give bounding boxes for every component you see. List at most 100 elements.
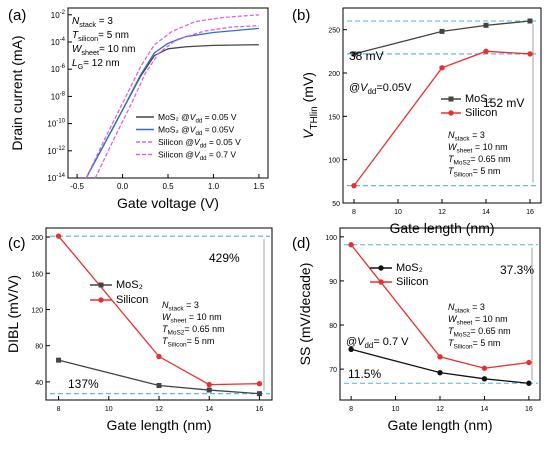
- data-point: [437, 369, 443, 376]
- data-point: [351, 51, 357, 57]
- series-line-1: [353, 50, 531, 187]
- x-tick-label: 10: [392, 406, 400, 413]
- legend-marker: [448, 96, 454, 102]
- panel-3: (d) 8 10 12 14 16 70 80 90 100 Gate length (nm) SS …: [292, 227, 541, 433]
- y-tick-label: 100: [325, 235, 337, 242]
- param-annotation: Wsheet = 10 nm: [448, 142, 508, 155]
- param-annotation: LG= 12 nm: [72, 58, 120, 71]
- x-tick-label: 16: [526, 209, 534, 216]
- series-line-1: [350, 244, 529, 369]
- series-line-2: [94, 25, 259, 179]
- y-tick-label: 80: [329, 323, 337, 330]
- y-axis-label: Drain current (mA): [9, 35, 25, 150]
- delta-mos2: 137%: [68, 377, 99, 391]
- x-tick-label: 12: [438, 209, 446, 216]
- x-tick-label: 1.5: [253, 182, 265, 191]
- y-tick-label: 50: [332, 201, 340, 208]
- data-point: [483, 22, 489, 28]
- data-point: [439, 65, 445, 71]
- x-tick-label: 8: [57, 406, 61, 413]
- legend-marker: [378, 279, 384, 285]
- x-tick-label: 14: [481, 406, 489, 413]
- x-axis-label: Gate voltage (V): [117, 195, 219, 211]
- x-tick-label: 12: [155, 406, 163, 413]
- y-tick-label: 200: [328, 71, 340, 78]
- x-tick-label: 8: [352, 209, 356, 216]
- y-tick-label: 10-10: [47, 119, 65, 129]
- data-point: [156, 383, 162, 389]
- delta-mos2: 38 mV: [349, 49, 384, 63]
- delta-silicon: 429%: [209, 251, 240, 265]
- data-point: [437, 354, 443, 360]
- y-axis-label: SS (mV/decade): [297, 263, 313, 366]
- series-line-1: [58, 235, 260, 386]
- legend-marker: [378, 265, 384, 271]
- series-line-3: [85, 14, 259, 179]
- param-annotation: TMoS2= 0.65 nm: [448, 154, 511, 167]
- legend-entry: MoS₂: [116, 279, 143, 291]
- data-point: [527, 51, 533, 57]
- legend-entry: MoS₂: [465, 93, 492, 105]
- panel-0: (a) -0.5 0.0 0.5 1.0 1.5 10-2 10-4 10-6 10-8 10-10…: [8, 7, 269, 211]
- delta-silicon: 152 mV: [483, 96, 524, 110]
- x-axis-label: Gate length (nm): [387, 417, 492, 433]
- y-axis-label: VTHlin (mV): [300, 72, 320, 139]
- panel-label: (d): [292, 235, 310, 252]
- series-line-0: [353, 20, 531, 55]
- x-tick-label: 16: [525, 406, 533, 413]
- param-annotation: TMoS2= 0.65 nm: [448, 326, 511, 339]
- series-line-1: [85, 27, 259, 179]
- legend-entry: MoS₂ @Vdd = 0.05V: [158, 125, 234, 137]
- series-line-0: [350, 348, 529, 384]
- x-tick-label: 0.0: [117, 182, 129, 191]
- data-point: [481, 376, 488, 382]
- panel-label: (b): [292, 7, 310, 24]
- panel-2: (c) 8 10 12 14 16 40 80 120 160 200 Gate length (nm…: [5, 227, 273, 433]
- bias-annotation: @Vdd= 0.7 V: [346, 336, 409, 350]
- x-tick-label: 8: [349, 406, 353, 413]
- bias-annotation: @Vdd=0.05V: [349, 82, 412, 96]
- param-annotation: TSilicon= 5 nm: [448, 338, 500, 351]
- x-tick-label: 1.0: [208, 182, 220, 191]
- legend-marker: [98, 297, 104, 303]
- legend-entry: Silicon: [396, 276, 428, 288]
- param-annotation: TSilicon= 5 nm: [448, 166, 500, 179]
- x-tick-label: 10: [394, 209, 402, 216]
- y-tick-label: 250: [328, 28, 340, 35]
- data-point: [206, 387, 212, 393]
- y-tick-label: 120: [31, 307, 43, 314]
- x-tick-label: 16: [256, 406, 264, 413]
- y-tick-label: 10-6: [51, 64, 66, 74]
- legend-entry: Silicon: [116, 294, 148, 306]
- y-tick-label: 80: [35, 344, 43, 351]
- panel-label: (c): [8, 235, 26, 252]
- param-annotation: TMoS2= 0.65 nm: [162, 324, 225, 337]
- data-point: [156, 353, 162, 360]
- y-tick-label: 40: [35, 380, 43, 387]
- panel-label: (a): [8, 7, 26, 24]
- param-annotation: Nstack = 3: [448, 130, 485, 143]
- param-annotation: Nstack = 3: [448, 302, 485, 315]
- data-point: [348, 346, 354, 352]
- data-point: [55, 233, 62, 239]
- y-tick-label: 10-14: [47, 173, 65, 183]
- x-tick-label: 12: [436, 406, 444, 413]
- legend-entry: MoS₂: [396, 262, 423, 274]
- x-tick-label: 0.5: [162, 182, 174, 191]
- param-annotation: Wsheet= 10 nm: [72, 44, 135, 57]
- param-annotation: Nstack = 3: [72, 16, 113, 29]
- data-point: [439, 28, 445, 34]
- data-point: [526, 380, 532, 386]
- legend-entry: MoS₂ @Vdd = 0.05 V: [158, 112, 237, 124]
- x-tick-label: 10: [105, 406, 113, 413]
- data-point: [351, 182, 357, 189]
- data-point: [527, 18, 533, 24]
- y-axis-label: DIBL (mV/V): [5, 275, 21, 353]
- y-tick-label: 150: [328, 114, 340, 121]
- legend-marker: [98, 282, 104, 288]
- param-annotation: Tsilicon= 5 nm: [72, 30, 129, 43]
- y-tick-label: 10-4: [51, 37, 66, 47]
- param-annotation: Wsheet = 10 nm: [162, 312, 222, 325]
- data-point: [348, 242, 354, 248]
